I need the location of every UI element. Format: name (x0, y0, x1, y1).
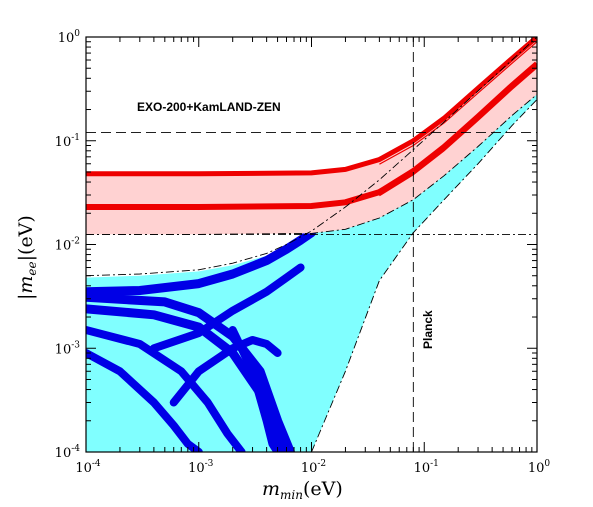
x-tick-label: 10-4 (75, 459, 101, 476)
axis-ticks (85, 36, 538, 453)
inverted-inner-upper-line (379, 41, 537, 165)
y-tick-label: 10-1 (55, 133, 80, 150)
normal-upper-dashdot (86, 37, 537, 277)
annotation-exo-kamland: EXO-200+KamLAND-ZEN (137, 100, 281, 114)
inverted-center-line (86, 61, 537, 210)
x-tick-label: 100 (528, 459, 551, 476)
y-tick-label: 10-2 (55, 237, 80, 254)
y-tick-label: 10-4 (55, 444, 81, 461)
annotation-planck: Planck (421, 310, 435, 349)
x-tick-label: 10-3 (188, 459, 214, 476)
normal-curve-5 (86, 349, 203, 452)
normal-curve-6 (149, 263, 305, 353)
normal-curve-8 (228, 326, 282, 452)
y-axis-label: |mee|(eV) (15, 215, 39, 300)
x-axis-label: mmin(eV) (262, 478, 343, 502)
normal-curve-4 (86, 326, 246, 452)
x-tick-label: 10-1 (414, 459, 439, 476)
normal-lower-dashdot (311, 99, 537, 452)
x-tick-label: 10-2 (301, 459, 326, 476)
tick-labels: 10-4 10-3 10-2 10-1 100 10-4 10-3 10-2 10-1 100 (55, 29, 551, 476)
inverted-upper-line (86, 37, 537, 177)
y-tick-label: 100 (58, 29, 81, 46)
plot-area (86, 37, 537, 452)
inverted-ordering-band (86, 37, 537, 235)
inverted-inner-center-line (379, 67, 537, 197)
normal-curve-1 (86, 228, 316, 297)
normal-curve-3 (86, 304, 287, 452)
y-tick-label: 10-3 (55, 340, 81, 357)
